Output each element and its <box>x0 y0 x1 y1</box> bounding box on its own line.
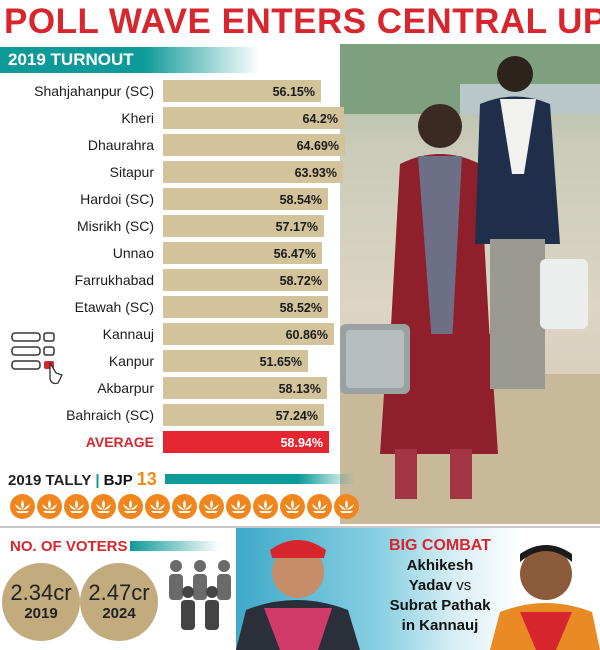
tally-separator: | <box>95 472 100 489</box>
lotus-icon <box>226 494 251 519</box>
bar-6 <box>163 242 322 264</box>
bar-8 <box>163 296 328 318</box>
combat-line2a: Yadav <box>408 577 453 594</box>
voters-2024-year: 2024 <box>102 605 136 622</box>
value-label-3: 63.93% <box>295 166 337 180</box>
bar-1 <box>163 107 344 129</box>
lotus-icon <box>118 494 143 519</box>
voters-2024-circle: 2.47cr 2024 <box>80 563 158 641</box>
combat-line1: Akhikesh <box>406 557 474 574</box>
lotus-icon <box>280 494 305 519</box>
bar-9 <box>163 323 334 345</box>
lotus-icon <box>10 494 35 519</box>
value-label-6: 56.47% <box>274 247 316 261</box>
voters-2019-circle: 2.34cr 2019 <box>2 563 80 641</box>
value-label-1: 64.2% <box>303 112 338 126</box>
bar-10 <box>163 350 308 372</box>
value-label-2: 64.69% <box>297 139 339 153</box>
category-label-1: Kheri <box>121 110 154 126</box>
value-label-10: 51.65% <box>260 355 302 369</box>
bar-12 <box>163 404 324 426</box>
category-label-12: Bahraich (SC) <box>66 407 154 423</box>
voters-photo <box>340 44 600 524</box>
divider <box>0 526 600 528</box>
bar-4 <box>163 188 328 210</box>
category-label-10: Kanpur <box>109 353 154 369</box>
voters-label: NO. OF VOTERS <box>10 538 128 555</box>
voters-2024-value: 2.47cr <box>88 580 150 605</box>
value-label-4: 58.54% <box>280 193 322 207</box>
category-label-8: Etawah (SC) <box>75 299 154 315</box>
lotus-icon <box>64 494 89 519</box>
category-label-5: Misrikh (SC) <box>77 218 154 234</box>
value-label-9: 60.86% <box>286 328 328 342</box>
bar-0 <box>163 80 321 102</box>
people-icon <box>169 560 231 630</box>
voters-2019-value: 2.34cr <box>10 580 72 605</box>
turnout-chart: Shahjahanpur (SC) 56.15% Kheri 64.2% Dhaurah… <box>11 80 345 453</box>
tally-count: 13 <box>136 469 157 489</box>
lotus-icon <box>253 494 278 519</box>
value-label-5: 57.17% <box>276 220 318 234</box>
bar-3 <box>163 161 343 183</box>
subrat-portrait <box>490 545 600 650</box>
category-label-9: Kannauj <box>103 326 154 342</box>
voters-2019-year: 2019 <box>24 605 58 622</box>
value-label-11: 58.13% <box>279 382 321 396</box>
lotus-icon <box>172 494 197 519</box>
combat-title: BIG COMBAT <box>389 537 491 554</box>
combat-text: Akhikesh Yadav vs Subrat Pathak in Kanna… <box>370 556 510 636</box>
value-label-12: 57.24% <box>276 409 318 423</box>
bar-7 <box>163 269 328 291</box>
combat-line4: in Kannauj <box>401 617 479 634</box>
turnout-label: 2019 TURNOUT <box>0 47 260 73</box>
lotus-icon <box>334 494 359 519</box>
value-label-8: 58.52% <box>280 301 322 315</box>
category-label-11: Akbarpur <box>97 380 154 396</box>
value-label-7: 58.72% <box>280 274 322 288</box>
bar-13 <box>163 431 329 453</box>
seat-symbols <box>10 494 359 519</box>
category-label-0: Shahjahanpur (SC) <box>34 83 154 99</box>
combat-line2: Yadav vs <box>370 576 510 596</box>
category-label-7: Farrukhabad <box>75 272 154 288</box>
tally-party: BJP <box>103 472 133 489</box>
category-label-3: Sitapur <box>110 164 155 180</box>
headline: POLL WAVE ENTERS CENTRAL UP <box>4 2 600 41</box>
evm-icon <box>11 332 63 385</box>
voters-bar <box>130 541 220 551</box>
big-combat-panel <box>236 528 600 650</box>
lotus-icon <box>91 494 116 519</box>
lotus-icon <box>145 494 170 519</box>
bar-11 <box>163 377 327 399</box>
category-label-2: Dhaurahra <box>88 137 154 153</box>
lotus-icon <box>307 494 332 519</box>
tally-year: 2019 TALLY <box>8 472 92 489</box>
lotus-icon <box>37 494 62 519</box>
value-label-13: 58.94% <box>281 436 323 450</box>
category-label-13: AVERAGE <box>86 434 154 450</box>
tally-2019: 2019 TALLY | BJP 13 <box>8 468 157 490</box>
bar-2 <box>163 134 345 156</box>
combat-vs: vs <box>456 577 472 594</box>
category-label-4: Hardoi (SC) <box>80 191 154 207</box>
tally-bar <box>165 474 355 484</box>
value-label-0: 56.15% <box>273 85 315 99</box>
akhilesh-portrait <box>236 540 360 650</box>
bar-5 <box>163 215 324 237</box>
combat-line3: Subrat Pathak <box>389 597 491 614</box>
lotus-icon <box>199 494 224 519</box>
category-label-6: Unnao <box>113 245 154 261</box>
